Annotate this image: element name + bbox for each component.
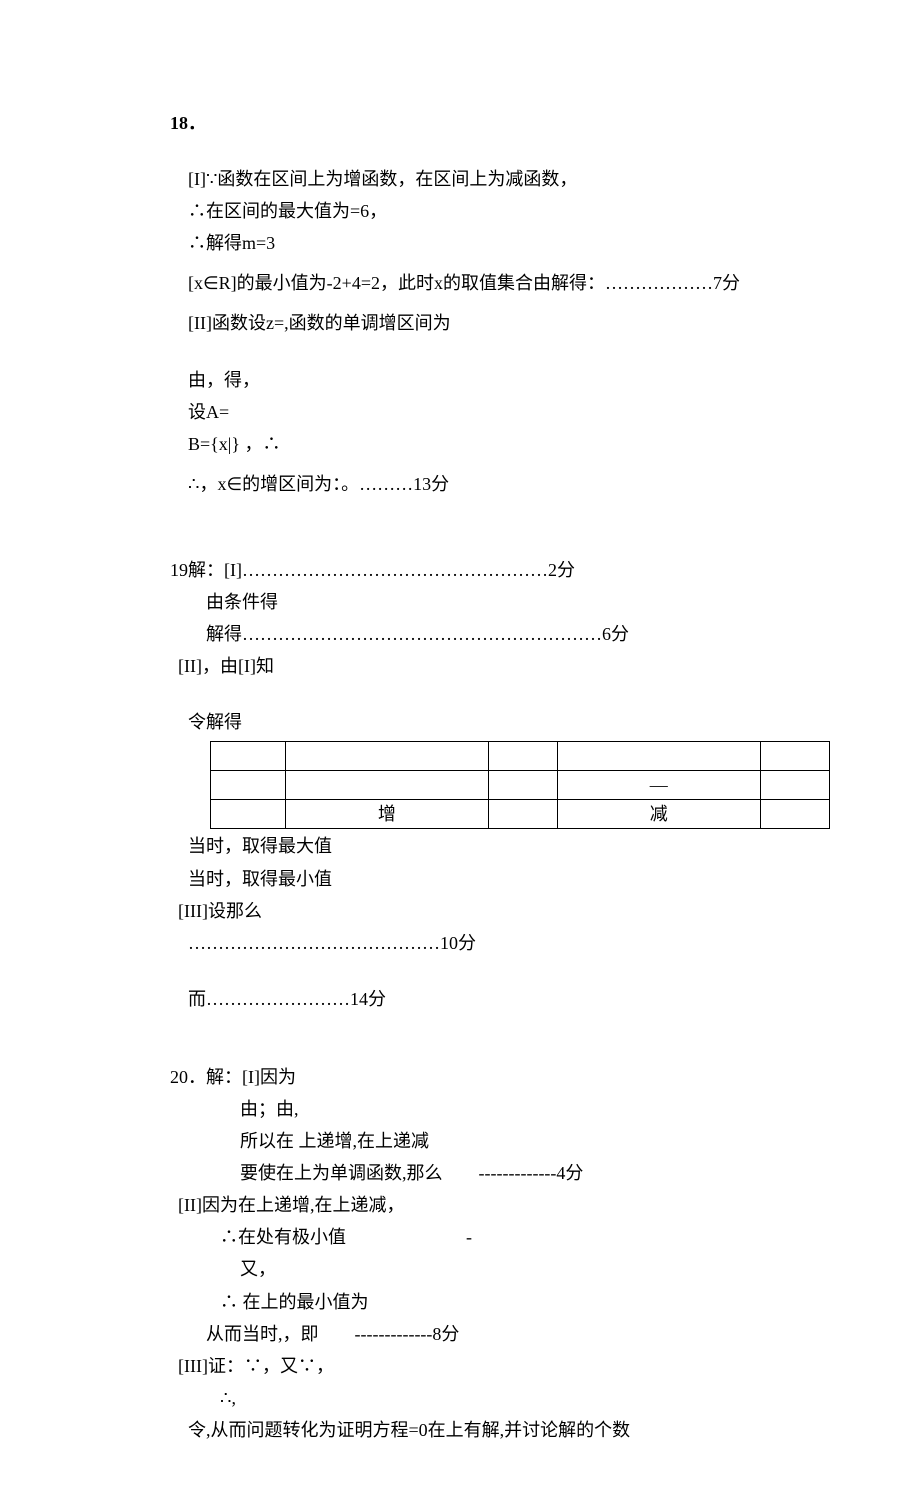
q19-l2: 由条件得	[170, 589, 830, 615]
q20-l2: 由；由,	[170, 1096, 830, 1122]
q20-l1: 20．解：[I]因为	[170, 1064, 830, 1090]
q18-p1-l2: ∴在区间的最大值为=6，	[170, 198, 830, 224]
q19-l3-score: ……………………………………………………6分	[242, 621, 629, 647]
table-cell	[558, 742, 761, 771]
q18-p4-l2: 设A=	[170, 399, 830, 425]
q18-p1-l3: ∴解得m=3	[170, 230, 830, 256]
table-cell	[488, 742, 557, 771]
q18-p2: [x∈R]的最小值为-2+4=2，此时x的取值集合由解得： ………………7分	[170, 270, 830, 296]
q19-l8: [III]设那么	[170, 898, 830, 924]
q18-p2-score: ………………7分	[605, 270, 740, 296]
q18-p3: [II]函数设z=,函数的单调增区间为	[170, 310, 830, 336]
q18-p2-text: [x∈R]的最小值为-2+4=2，此时x的取值集合由解得：	[188, 270, 605, 296]
table-cell: —	[558, 771, 761, 800]
table-cell	[760, 771, 829, 800]
q20-l9: 从而当时,，即 -------------8分	[170, 1321, 830, 1347]
table-cell	[211, 800, 286, 829]
table-cell	[760, 742, 829, 771]
q19-l10: 而 ……………………14分	[170, 986, 830, 1012]
q19-l6: 当时，取得最大值	[170, 833, 830, 859]
q20-l12: 令,从而问题转化为证明方程=0在上有解,并讨论解的个数	[170, 1417, 830, 1443]
q20-l7: 又，	[170, 1256, 830, 1282]
q19-l7: 当时，取得最小值	[170, 866, 830, 892]
q19-l5: 令解得	[170, 709, 830, 735]
q20-l4-text: 要使在上为单调函数,那么	[240, 1163, 443, 1183]
q18-p1-l1: [I]∵函数在区间上为增函数，在区间上为减函数，	[170, 166, 830, 192]
q18-heading: 18．	[170, 110, 830, 136]
q20-l6-dash: -	[466, 1227, 472, 1247]
q19-l3: 解得 ……………………………………………………6分	[170, 621, 830, 647]
q19-l4: [II]，由[I]知	[170, 653, 830, 679]
table-cell	[286, 742, 489, 771]
q20-l9-text: 从而当时,，即	[206, 1324, 319, 1344]
table-cell	[211, 742, 286, 771]
q19-l9: ……………………………………10分	[170, 930, 830, 956]
q19-l1-text: 19解：[I]	[170, 557, 242, 583]
table-cell: 减	[558, 800, 761, 829]
q18-p4-l3: B={x|} ，∴	[170, 431, 830, 457]
q19-l1-score: ……………………………………………2分	[242, 557, 575, 583]
q20-l4-score: -------------4分	[479, 1163, 584, 1183]
table-cell	[488, 800, 557, 829]
table-cell	[286, 771, 489, 800]
q19-l1: 19解：[I] ……………………………………………2分	[170, 557, 830, 583]
q20-l10: [III]证：∵，又∵，	[170, 1353, 830, 1379]
q20-l4: 要使在上为单调函数,那么 -------------4分	[170, 1160, 830, 1186]
table-cell	[760, 800, 829, 829]
q18-p5: ∴，x∈的增区间为：。………13分	[170, 471, 830, 497]
table-cell	[488, 771, 557, 800]
q19-l3-text: 解得	[206, 621, 242, 647]
q19-table: — 增 减	[210, 741, 830, 829]
q20-l3: 所以在 上递增,在上递减	[170, 1128, 830, 1154]
q18-p4-l1: 由，得，	[170, 367, 830, 393]
q19-l10-text: 而	[188, 986, 206, 1012]
q20-l5: [II]因为在上递增,在上递减，	[170, 1192, 830, 1218]
table-cell: 增	[286, 800, 489, 829]
table-cell	[211, 771, 286, 800]
q19-l10-score: ……………………14分	[206, 986, 386, 1012]
q20-l9-score: -------------8分	[355, 1324, 460, 1344]
q20-l11: ∴,	[170, 1385, 830, 1411]
q20-l6: ∴在处有极小值 -	[170, 1224, 830, 1250]
q20-l6-text: ∴在处有极小值	[220, 1227, 346, 1247]
